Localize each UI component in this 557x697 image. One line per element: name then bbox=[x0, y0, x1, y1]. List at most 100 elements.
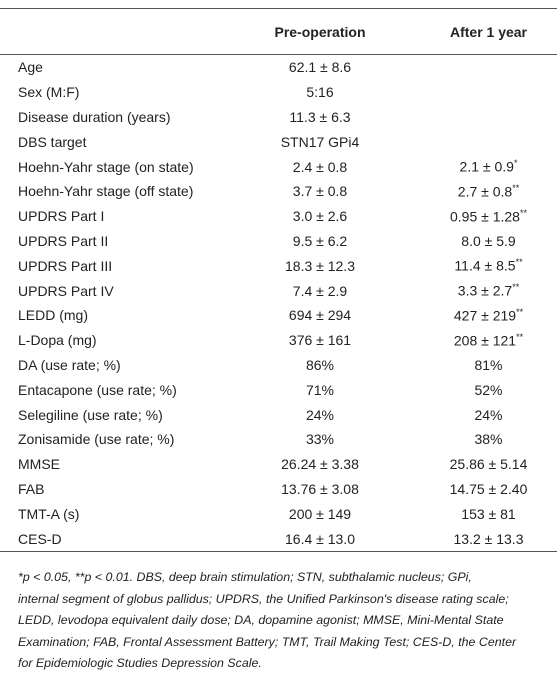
table-row: Hoehn-Yahr stage (off state) 3.7 ± 0.8 2.7… bbox=[0, 179, 557, 204]
table-row: L-Dopa (mg) 376 ± 161 208 ± 121** bbox=[0, 328, 557, 353]
row-label: UPDRS Part I bbox=[18, 208, 105, 225]
post-cell: 14.75 ± 2.40 bbox=[420, 477, 557, 502]
post-cell: 13.2 ± 13.3 bbox=[420, 526, 557, 552]
header-row: Pre-operation After 1 year bbox=[0, 8, 557, 55]
table-row: LEDD (mg) 694 ± 294 427 ± 219** bbox=[0, 303, 557, 328]
post-cell bbox=[420, 80, 557, 105]
post-value: 13.2 ± 13.3 bbox=[453, 530, 524, 547]
significance-mark: ** bbox=[515, 257, 523, 268]
post-cell: 427 ± 219** bbox=[420, 303, 557, 328]
post-value: 52% bbox=[474, 381, 503, 398]
table-row: TMT-A (s) 200 ± 149 153 ± 81 bbox=[0, 501, 557, 526]
row-label: Zonisamide (use rate; %) bbox=[18, 431, 175, 448]
post-value: 11.4 ± 8.5 bbox=[454, 258, 516, 275]
pre-value: 3.7 ± 0.8 bbox=[292, 183, 348, 200]
pre-value: 694 ± 294 bbox=[288, 307, 352, 324]
row-label: Sex (M:F) bbox=[18, 84, 80, 101]
row-label: MMSE bbox=[18, 456, 60, 473]
row-label: Hoehn-Yahr stage (off state) bbox=[18, 183, 194, 200]
post-cell: 8.0 ± 5.9 bbox=[420, 229, 557, 254]
table-row: Selegiline (use rate; %) 24% 24% bbox=[0, 402, 557, 427]
pre-value: 11.3 ± 6.3 bbox=[289, 108, 351, 125]
table-row: UPDRS Part II 9.5 ± 6.2 8.0 ± 5.9 bbox=[0, 229, 557, 254]
post-cell: 153 ± 81 bbox=[420, 501, 557, 526]
row-label: Age bbox=[18, 59, 43, 76]
post-value: 153 ± 81 bbox=[461, 505, 516, 522]
pre-value: 18.3 ± 12.3 bbox=[285, 257, 355, 274]
post-cell: 81% bbox=[420, 353, 557, 378]
header-cell: Pre-operation bbox=[220, 8, 420, 55]
significance-mark: ** bbox=[512, 282, 520, 293]
pre-value: 16.4 ± 13.0 bbox=[220, 526, 420, 552]
post-value: 2.1 ± 0.9 bbox=[459, 158, 514, 175]
pre-value: 26.24 ± 3.38 bbox=[281, 456, 359, 473]
pre-value: STN17 GPi4 bbox=[280, 133, 360, 150]
post-cell: 11.4 ± 8.5** bbox=[420, 253, 557, 278]
post-cell: 38% bbox=[420, 427, 557, 452]
pre-value: 200 ± 149 bbox=[288, 505, 352, 522]
post-cell: 25.86 ± 5.14 bbox=[420, 452, 557, 477]
post-cell: 2.1 ± 0.9* bbox=[420, 154, 557, 179]
row-label: Entacapone (use rate; %) bbox=[18, 381, 177, 398]
table-row: MMSE 26.24 ± 3.38 25.86 ± 5.14 bbox=[0, 452, 557, 477]
pre-value: 376 ± 161 bbox=[288, 332, 352, 349]
post-cell bbox=[420, 55, 557, 80]
post-cell bbox=[420, 105, 557, 130]
row-label: UPDRS Part II bbox=[18, 232, 109, 249]
table-row: UPDRS Part III 18.3 ± 12.3 11.4 ± 8.5** bbox=[0, 253, 557, 278]
post-cell: 208 ± 121** bbox=[420, 328, 557, 353]
row-label: Selegiline (use rate; %) bbox=[18, 406, 163, 423]
pre-value: 9.5 ± 6.2 bbox=[292, 232, 348, 249]
table-row: Disease duration (years) 11.3 ± 6.3 bbox=[0, 105, 557, 130]
row-label: TMT-A (s) bbox=[18, 505, 80, 522]
pre-value: 33% bbox=[305, 431, 335, 448]
post-cell: 3.3 ± 2.7** bbox=[420, 278, 557, 303]
footnote-line: *p < 0.05, **p < 0.01. DBS, deep brain s… bbox=[18, 570, 472, 584]
footnote-line: for Epidemiologic Studies Depression Sca… bbox=[18, 656, 262, 671]
post-cell: 52% bbox=[420, 377, 557, 402]
post-value: 25.86 ± 5.14 bbox=[449, 456, 528, 473]
table-row: Hoehn-Yahr stage (on state) 2.4 ± 0.8 2.1 … bbox=[0, 154, 557, 179]
post-value: 14.75 ± 2.40 bbox=[449, 480, 528, 497]
row-label: DBS target bbox=[18, 133, 87, 150]
post-value: 427 ± 219 bbox=[453, 307, 517, 324]
post-value: 8.0 ± 5.9 bbox=[461, 232, 516, 249]
post-value: 0.95 ± 1.28 bbox=[450, 208, 520, 225]
row-label: L-Dopa (mg) bbox=[18, 332, 97, 349]
significance-mark: * bbox=[513, 158, 518, 169]
post-cell: 2.7 ± 0.8** bbox=[420, 179, 557, 204]
table-row: DA (use rate; %) 86% 81% bbox=[0, 353, 557, 378]
header-cell: After 1 year bbox=[420, 8, 557, 55]
post-cell: 24% bbox=[420, 402, 557, 427]
pre-value: 24% bbox=[305, 406, 335, 423]
row-label: UPDRS Part III bbox=[18, 257, 113, 274]
post-cell: 0.95 ± 1.28** bbox=[420, 204, 557, 229]
footnote-line: LEDD, levodopa equivalent daily dose; DA… bbox=[18, 613, 504, 628]
pre-value: 3.0 ± 2.6 bbox=[292, 208, 348, 225]
significance-mark: ** bbox=[516, 331, 524, 342]
header-empty bbox=[0, 8, 220, 55]
significance-mark: ** bbox=[512, 183, 520, 194]
post-value: 3.3 ± 2.7 bbox=[457, 282, 513, 299]
row-label: CES-D bbox=[0, 526, 220, 552]
post-value: 208 ± 121 bbox=[453, 332, 517, 349]
pre-value: 86% bbox=[305, 356, 335, 373]
data-table: Pre-operation After 1 year Age 62.1 ± 8.6… bbox=[0, 8, 557, 552]
table-row: CES-D 16.4 ± 13.0 13.2 ± 13.3 bbox=[0, 526, 557, 552]
pre-value: 62.1 ± 8.6 bbox=[288, 59, 352, 76]
table-row: UPDRS Part I 3.0 ± 2.6 0.95 ± 1.28** bbox=[0, 204, 557, 229]
row-label: Disease duration (years) bbox=[18, 108, 171, 125]
pre-value: 71% bbox=[305, 381, 335, 398]
table-row: Sex (M:F) 5:16 bbox=[0, 80, 557, 105]
row-label: DA (use rate; %) bbox=[18, 356, 121, 373]
pre-value: 2.4 ± 0.8 bbox=[292, 158, 348, 175]
footnote-line: Examination; FAB, Frontal Assessment Bat… bbox=[18, 634, 517, 649]
table-body: Age 62.1 ± 8.6 Sex (M:F) 5:16 Disease durati… bbox=[0, 55, 557, 552]
row-label: LEDD (mg) bbox=[18, 307, 89, 324]
post-value: 38% bbox=[474, 431, 503, 448]
row-label: FAB bbox=[18, 480, 45, 497]
table-row: FAB 13.76 ± 3.08 14.75 ± 2.40 bbox=[0, 477, 557, 502]
footnote-line: internal segment of globus pallidus; UPD… bbox=[18, 591, 509, 606]
table-row: UPDRS Part IV 7.4 ± 2.9 3.3 ± 2.7** bbox=[0, 278, 557, 303]
post-value: 2.7 ± 0.8 bbox=[457, 183, 513, 200]
